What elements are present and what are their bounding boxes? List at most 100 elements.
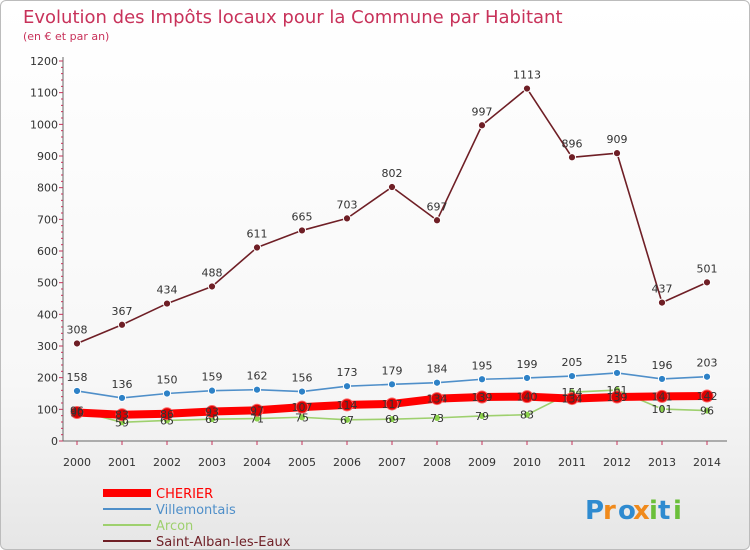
data-label-villemontais: 162 <box>247 370 268 383</box>
data-label-villemontais: 195 <box>472 359 493 372</box>
series-line-saint-alban-les-eaux <box>76 87 708 345</box>
y-tick-label: 0 <box>51 435 58 448</box>
point-arcon <box>522 410 532 419</box>
y-tick-label: 700 <box>37 213 58 226</box>
point-arcon <box>387 415 397 424</box>
data-label-saint-alban-les-eaux: 611 <box>247 228 268 241</box>
data-label-villemontais: 179 <box>382 364 403 377</box>
data-label-saint-alban-les-eaux: 697 <box>427 200 448 213</box>
data-label-villemontais: 150 <box>157 374 178 387</box>
data-label-arcon: 59 <box>115 416 129 429</box>
data-label-cherier: 142 <box>697 390 718 403</box>
y-tick-label: 300 <box>37 340 58 353</box>
data-label-arcon: 75 <box>295 411 309 424</box>
data-label-saint-alban-les-eaux: 896 <box>562 137 583 150</box>
data-label-arcon: 69 <box>205 413 219 426</box>
x-tick-label: 2002 <box>153 456 181 469</box>
x-tick-label: 2004 <box>243 456 271 469</box>
data-label-villemontais: 159 <box>202 371 223 384</box>
data-label-cherier: 90 <box>70 407 84 420</box>
data-label-saint-alban-les-eaux: 437 <box>652 283 673 296</box>
point-cherier <box>250 403 264 417</box>
point-saint-alban-les-eaux <box>387 182 397 192</box>
x-tick-label: 2005 <box>288 456 316 469</box>
x-tick-label: 2013 <box>648 456 676 469</box>
data-label-cherier: 117 <box>382 398 403 411</box>
data-label-saint-alban-les-eaux: 434 <box>157 284 178 297</box>
point-villemontais <box>207 386 217 395</box>
point-villemontais <box>297 387 307 396</box>
x-tick-label: 2008 <box>423 456 451 469</box>
point-villemontais <box>432 378 442 387</box>
data-label-arcon: 65 <box>160 414 174 427</box>
data-label-arcon: 154 <box>562 386 583 399</box>
data-label-cherier: 86 <box>160 408 174 421</box>
point-saint-alban-les-eaux <box>657 298 667 307</box>
point-arcon <box>297 413 307 422</box>
brand-letter: r <box>603 496 616 526</box>
point-cherier <box>700 389 714 403</box>
point-cherier <box>565 392 579 406</box>
brand-letter: P <box>585 496 604 526</box>
point-villemontais <box>522 373 532 383</box>
data-label-cherier: 97 <box>250 404 264 417</box>
point-villemontais <box>612 368 622 378</box>
y-tick-label: 400 <box>37 308 58 321</box>
brand-logo: Pr ox i t i <box>585 496 682 526</box>
point-arcon <box>432 413 442 422</box>
point-saint-alban-les-eaux <box>207 282 217 291</box>
point-arcon <box>657 404 667 414</box>
point-arcon <box>477 411 487 421</box>
data-label-arcon: 69 <box>385 413 399 426</box>
data-label-arcon: 79 <box>475 410 489 423</box>
data-label-cherier: 134 <box>562 393 583 406</box>
chart-subtitle: (en € et par an) <box>23 30 109 43</box>
y-tick-label: 100 <box>37 403 58 416</box>
data-label-arcon: 67 <box>340 414 354 427</box>
x-tick-label: 2012 <box>603 456 631 469</box>
data-label-arcon: 73 <box>430 412 444 425</box>
point-saint-alban-les-eaux <box>297 226 307 235</box>
x-tick-label: 2003 <box>198 456 226 469</box>
data-label-saint-alban-les-eaux: 367 <box>112 305 133 318</box>
y-tick-label: 900 <box>37 150 58 163</box>
y-tick-label: 1200 <box>30 55 58 68</box>
data-label-villemontais: 136 <box>112 378 133 391</box>
axes: 0 100 200 300 400 500 600 700 800 900 1000 1100 1200… <box>30 55 727 469</box>
point-villemontais <box>117 393 127 403</box>
point-cherier <box>160 407 174 421</box>
data-label-saint-alban-les-eaux: 909 <box>607 133 628 146</box>
data-label-cherier: 83 <box>115 409 129 422</box>
point-cherier <box>520 390 534 404</box>
brand-letter: i <box>649 496 658 526</box>
legend-label-saint-alban-les-eaux: Saint-Alban-les-Eaux <box>156 535 291 550</box>
chart-title: Evolution des Impôts locaux pour la Comm… <box>23 7 563 28</box>
data-label-villemontais: 156 <box>292 372 313 385</box>
point-cherier <box>475 390 489 404</box>
data-label-cherier: 93 <box>205 406 219 419</box>
data-label-saint-alban-les-eaux: 665 <box>292 210 313 223</box>
y-tick-label: 1000 <box>30 118 58 131</box>
point-cherier <box>385 397 399 411</box>
x-tick-label: 2009 <box>468 456 496 469</box>
x-tick-label: 2007 <box>378 456 406 469</box>
data-label-arcon: 96 <box>70 405 84 418</box>
point-cherier <box>430 392 444 406</box>
data-label-arcon: 83 <box>520 409 534 422</box>
x-tick-label: 2010 <box>513 456 541 469</box>
data-label-villemontais: 199 <box>517 358 538 371</box>
data-label-saint-alban-les-eaux: 997 <box>472 105 493 118</box>
point-saint-alban-les-eaux <box>72 339 82 348</box>
point-villemontais <box>477 375 487 384</box>
data-label-villemontais: 215 <box>607 353 628 366</box>
point-villemontais <box>72 386 82 396</box>
data-label-saint-alban-les-eaux: 501 <box>697 262 718 275</box>
point-saint-alban-les-eaux <box>612 149 622 158</box>
point-villemontais <box>702 372 712 381</box>
point-cherier <box>115 408 129 422</box>
data-label-saint-alban-les-eaux: 308 <box>67 323 88 336</box>
brand-letter: i <box>673 496 682 526</box>
data-label-villemontais: 203 <box>697 357 718 370</box>
point-villemontais <box>342 382 352 391</box>
